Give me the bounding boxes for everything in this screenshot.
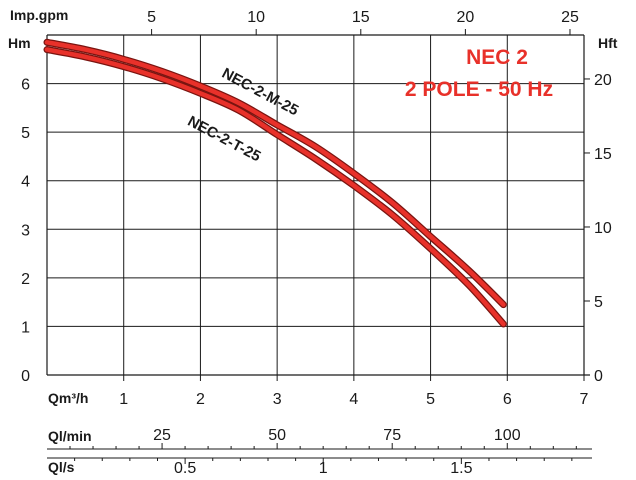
y-tick-label: 0: [21, 368, 30, 385]
y-tick-label: 6: [21, 77, 30, 94]
bottom-axis-title: Qm³/h: [48, 390, 88, 406]
chart-subtitle: 2 POLE - 50 Hz: [405, 78, 553, 101]
ls-axis-title: Ql/s: [48, 459, 75, 475]
chart-title: NEC 2: [466, 46, 528, 69]
bottom-tick-label: 5: [426, 391, 435, 408]
right-tick-label: 10: [594, 220, 612, 237]
lmin-tick-label: 25: [153, 427, 171, 444]
ls-tick-label: 1: [319, 460, 328, 477]
lmin-tick-label: 100: [494, 427, 521, 444]
right-tick-label: 0: [594, 368, 603, 385]
grid: [47, 35, 584, 375]
y-tick-label: 1: [21, 319, 30, 336]
left-axis-title: Hm: [8, 35, 31, 51]
axes: 0 1 2 3 4 5 6 0 5 10 15 20 5 10 15 20 25 1 2 3 4 5 6 7 25 50 75 100…: [21, 9, 612, 477]
y-tick-label: 4: [21, 174, 30, 191]
top-tick-label: 25: [561, 9, 579, 26]
lmin-tick-label: 75: [383, 427, 401, 444]
lmin-axis-title: Ql/min: [48, 428, 92, 444]
top-tick-label: 20: [456, 9, 474, 26]
bottom-tick-label: 6: [503, 391, 512, 408]
bottom-tick-label: 3: [273, 391, 282, 408]
top-tick-label: 10: [247, 9, 265, 26]
ls-tick-label: 1.5: [450, 460, 472, 477]
y-tick-label: 3: [21, 222, 30, 239]
lmin-tick-label: 50: [268, 427, 286, 444]
y-tick-label: 5: [21, 125, 30, 142]
right-tick-label: 5: [594, 294, 603, 311]
top-axis-title: Imp.gpm: [10, 7, 68, 23]
right-axis-title: Hft: [598, 35, 618, 51]
curve-nec-2-t-25: [44, 47, 506, 327]
right-tick-label: 20: [594, 72, 612, 89]
y-tick-label: 2: [21, 271, 30, 288]
bottom-tick-label: 7: [580, 391, 589, 408]
bottom-tick-label: 2: [196, 391, 205, 408]
bottom-tick-label: 1: [119, 391, 128, 408]
curves: [43, 38, 507, 328]
top-tick-label: 5: [147, 9, 156, 26]
right-tick-label: 15: [594, 146, 612, 163]
top-tick-label: 15: [352, 9, 370, 26]
ls-tick-label: 0.5: [174, 460, 196, 477]
bottom-tick-label: 4: [349, 391, 358, 408]
curve-nec-2-m-25: [44, 40, 506, 307]
